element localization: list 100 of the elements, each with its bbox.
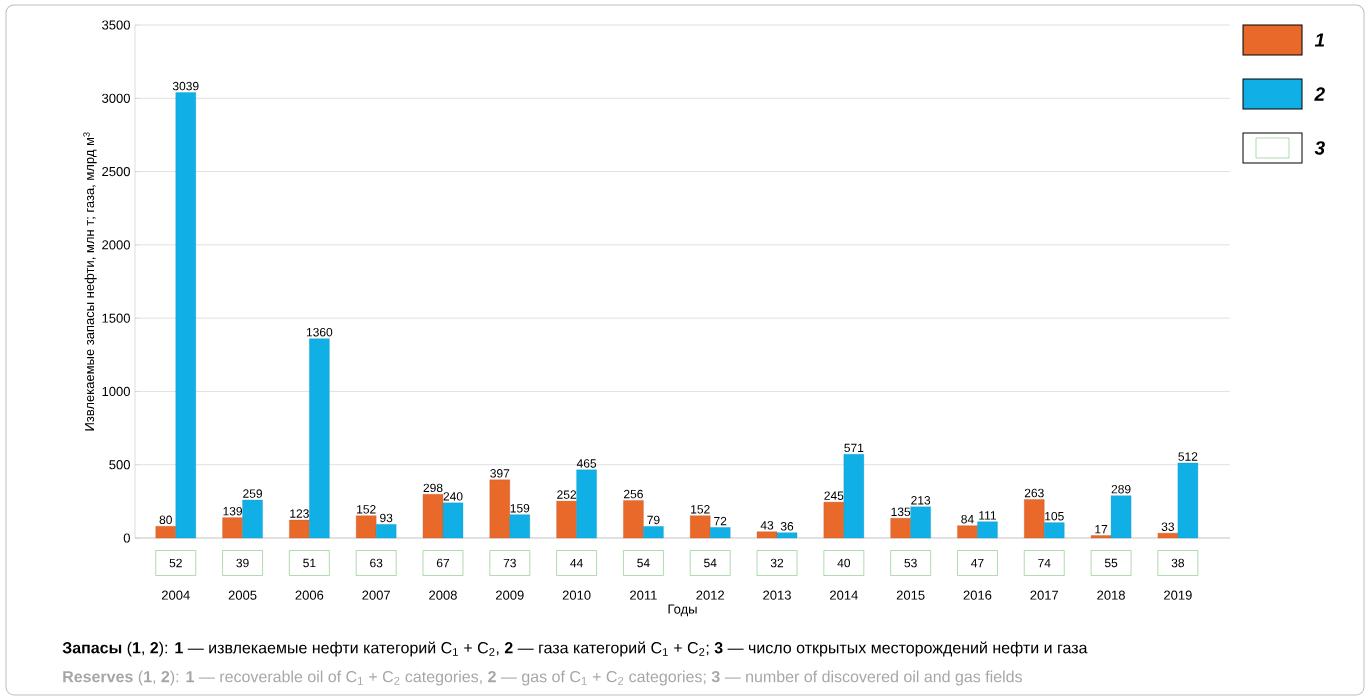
data-label: 397 [490, 469, 510, 478]
bar [489, 479, 510, 539]
bar [576, 469, 597, 539]
data-label: 259 [243, 489, 262, 498]
bar [890, 518, 911, 539]
x-tick-label: 2018 [1097, 590, 1125, 600]
bar [843, 454, 864, 539]
x-tick-label: 2014 [830, 590, 858, 600]
data-label: 51 [303, 558, 316, 568]
bar [442, 502, 464, 539]
bar [623, 500, 644, 539]
x-tick-label: 2004 [161, 590, 190, 600]
x-tick-label: 2007 [362, 590, 390, 600]
bar [1177, 462, 1199, 539]
data-label: 123 [290, 509, 309, 518]
x-tick-label: 2016 [963, 590, 992, 600]
bar [823, 501, 844, 539]
data-label: 73 [503, 558, 516, 568]
x-tick-label: 2011 [630, 590, 657, 600]
bar [1044, 522, 1065, 539]
data-label: 38 [1171, 558, 1185, 568]
data-label: 54 [637, 558, 650, 568]
bar [242, 499, 263, 539]
data-label: 52 [169, 558, 182, 568]
bar [222, 517, 243, 539]
data-label: 80 [159, 515, 172, 525]
data-label: 111 [979, 511, 996, 520]
x-tick-label: 2005 [228, 590, 257, 600]
data-label: 63 [370, 558, 383, 568]
data-label: 289 [1111, 484, 1131, 494]
data-label: 39 [236, 558, 249, 568]
data-label: 135 [891, 507, 911, 517]
data-label: 84 [961, 515, 974, 524]
bar [356, 515, 377, 539]
bar [376, 524, 397, 539]
x-tick-label: 2008 [429, 590, 457, 600]
legend-label: 3 [1314, 141, 1325, 155]
text: Reserves (1, 2): 1 — recoverable oil of C$_{1}$ + C$_{2}$ categories, 2 — gas of C$_{1}$ + C$_{2}$ categories; 3 — number of discovered oil and gas fields [63, 670, 1022, 686]
x-tick-label: 2019 [1164, 590, 1192, 600]
data-label: 36 [780, 522, 794, 531]
data-label: 512 [1178, 452, 1198, 461]
x-tick-label: 2012 [696, 590, 725, 600]
data-label: 17 [1095, 525, 1108, 534]
data-label: 571 [844, 443, 864, 453]
x-tick-label: 2009 [496, 590, 524, 600]
data-label: 139 [223, 506, 242, 516]
bar [776, 532, 798, 539]
data-label: 256 [624, 489, 643, 499]
y-tick-label: 3000 [102, 93, 130, 103]
x-tick-label: 2010 [562, 590, 591, 600]
bar [957, 525, 978, 539]
bar [309, 338, 330, 539]
data-label: 465 [576, 459, 597, 468]
x-tick-label: 2013 [763, 590, 791, 600]
bar [910, 506, 931, 539]
data-label: 67 [436, 558, 450, 568]
data-label: 3039 [172, 81, 199, 91]
data-label: 53 [904, 558, 917, 568]
data-label: 213 [911, 496, 931, 505]
bar [977, 521, 998, 539]
bar [175, 92, 196, 539]
y-tick-label: 0 [123, 533, 130, 543]
bar [422, 494, 444, 539]
data-label: 152 [691, 505, 710, 514]
bar [556, 500, 577, 539]
data-label: 1360 [306, 327, 333, 337]
y-tick-label: 2000 [102, 240, 130, 250]
data-label: 74 [1038, 558, 1051, 568]
bar [710, 527, 731, 539]
bar [643, 526, 664, 539]
bar [1110, 495, 1132, 539]
data-label: 245 [824, 491, 844, 500]
bar [1024, 499, 1045, 539]
bar [690, 515, 711, 539]
data-label: 93 [380, 513, 393, 523]
text: Запасы (1, 2): 1 — извлекаемые нефти категорий C$_{1}$ + C$_{2}$, 2 — газа категорий C$_{1}$ + C$_{2}$; 3 — число открытых месторождений нефти и газа [62, 641, 1088, 657]
data-label: 72 [714, 516, 727, 526]
data-label: 54 [704, 558, 717, 568]
data-label: 105 [1045, 511, 1064, 521]
data-label: 55 [1104, 558, 1118, 568]
x-tick-label: 2017 [1030, 590, 1059, 600]
data-label: 33 [1161, 522, 1175, 531]
bar [756, 531, 778, 539]
data-label: 298 [423, 483, 443, 493]
y-tick-label: 1000 [102, 386, 130, 397]
data-label: 43 [760, 521, 774, 530]
data-label: 79 [647, 515, 660, 525]
legend-label: 2 [1314, 87, 1325, 101]
data-label: 47 [971, 558, 984, 568]
data-label: 252 [557, 490, 577, 499]
data-label: 240 [443, 492, 463, 501]
legend-label: 1 [1314, 33, 1325, 47]
x-tick-label: 2015 [896, 590, 925, 600]
bar [155, 526, 176, 539]
y-tick-label: 1500 [102, 313, 130, 323]
data-label: 152 [357, 505, 376, 514]
x-tick-label: 2006 [295, 590, 324, 600]
x-axis-title: Годы [668, 604, 697, 617]
data-label: 44 [570, 558, 583, 568]
y-axis-title: Извлекаемые запасы нефти, млн т; газа, млрд м$^{3}$ [83, 132, 97, 431]
